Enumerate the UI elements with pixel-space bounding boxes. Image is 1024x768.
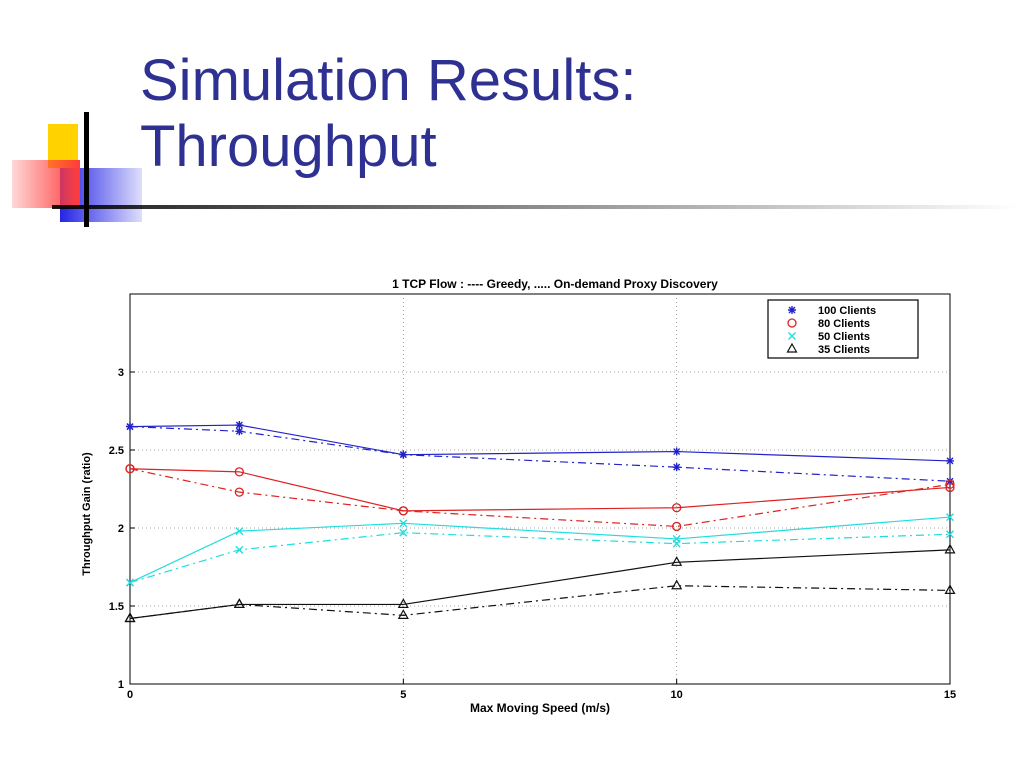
data-point xyxy=(398,506,408,516)
data-point xyxy=(671,556,683,566)
data-point xyxy=(399,519,408,528)
data-point xyxy=(235,421,244,430)
title-line-1: Simulation Results: xyxy=(140,48,637,113)
legend-marker xyxy=(787,318,797,328)
y-tick-label: 2.5 xyxy=(109,445,124,457)
data-point xyxy=(397,598,409,609)
data-point xyxy=(397,609,409,619)
data-point xyxy=(946,530,954,539)
vertical-bar xyxy=(84,112,89,227)
data-point xyxy=(672,447,681,456)
title-line-2: Throughput xyxy=(140,114,437,179)
data-point xyxy=(672,539,681,548)
y-tick-label: 2 xyxy=(118,523,124,535)
legend-label: 50 Clients xyxy=(818,331,870,343)
data-point xyxy=(946,477,954,486)
data-point xyxy=(945,482,955,493)
x-tick-label: 5 xyxy=(400,689,406,701)
data-point xyxy=(672,503,682,513)
data-point xyxy=(235,427,244,436)
data-point xyxy=(672,463,681,472)
legend-label: 100 Clients xyxy=(818,305,876,317)
data-point xyxy=(233,598,245,609)
data-point xyxy=(399,450,408,459)
page-title: Simulation Results: Throughput xyxy=(140,48,636,180)
data-point xyxy=(946,456,954,465)
red-square xyxy=(12,160,80,208)
plot-area xyxy=(129,293,951,685)
x-axis-label: Max Moving Speed (m/s) xyxy=(470,701,610,715)
data-point xyxy=(235,527,244,536)
data-point xyxy=(399,528,408,537)
data-point xyxy=(672,521,682,532)
data-point xyxy=(234,487,244,497)
series-line-80-clients-dashed xyxy=(129,468,951,528)
series-line-50-clients-dashed xyxy=(129,532,951,584)
y-tick-label: 1 xyxy=(118,679,124,691)
slide-decoration xyxy=(12,112,1020,227)
y-axis-label: Throughput Gain (ratio) xyxy=(81,452,93,576)
series-line-35-clients-dashed xyxy=(129,585,951,620)
data-point xyxy=(946,513,954,522)
chart-title: 1 TCP Flow : ---- Greedy, ..... On-deman… xyxy=(392,277,718,291)
data-point xyxy=(124,612,136,623)
data-point xyxy=(126,578,134,587)
data-point xyxy=(944,584,956,594)
legend-marker xyxy=(786,342,798,353)
data-point xyxy=(671,579,683,590)
title-rule xyxy=(52,205,1020,209)
legend-marker xyxy=(788,332,796,340)
x-tick-label: 0 xyxy=(127,689,133,701)
throughput-chart: 1 TCP Flow : ---- Greedy, ..... On-deman… xyxy=(81,277,956,715)
data-point xyxy=(234,467,244,477)
legend-label: 80 Clients xyxy=(818,318,870,330)
y-tick-label: 1.5 xyxy=(109,601,124,613)
data-point xyxy=(944,543,956,554)
data-point xyxy=(945,479,955,489)
x-tick-label: 10 xyxy=(671,689,683,701)
data-point xyxy=(126,422,134,431)
data-point xyxy=(235,545,244,554)
legend-label: 35 Clients xyxy=(818,344,870,356)
data-point xyxy=(125,464,135,474)
x-tick-label: 15 xyxy=(944,689,956,701)
y-tick-label: 3 xyxy=(118,367,124,379)
legend-marker xyxy=(788,306,796,314)
